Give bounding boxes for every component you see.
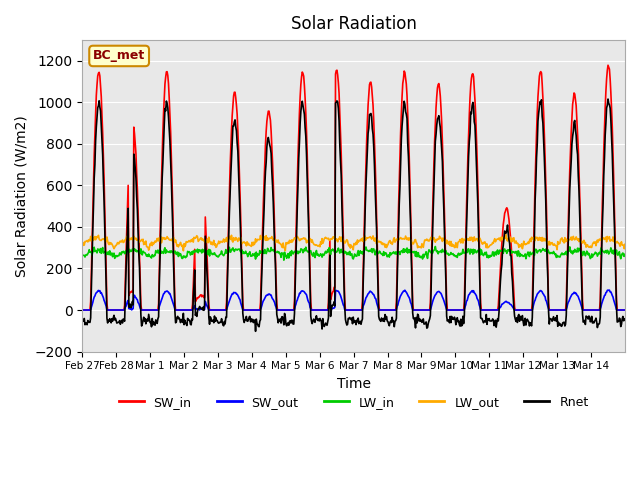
Rnet [269,199,277,205]
SW_out [242,307,250,313]
Line: SW_in: SW_in [82,65,625,310]
SW_in [242,307,250,313]
LW_out [441,237,449,242]
LW_in [142,252,150,257]
Rnet [78,319,86,324]
SW_out [440,298,447,303]
SW_out [604,287,612,293]
LW_out [142,238,150,244]
LW_in [442,249,449,254]
LW_in [621,251,629,257]
SW_in [289,307,297,313]
LW_out [243,243,250,249]
LW_out [621,241,629,247]
SW_in [78,307,86,313]
Rnet [290,321,298,327]
LW_in [242,248,250,254]
LW_in [431,244,439,250]
LW_in [78,252,86,258]
Line: SW_out: SW_out [82,290,625,310]
Rnet [621,317,629,323]
SW_out [410,307,417,313]
LW_in [269,248,276,253]
Legend: SW_in, SW_out, LW_in, LW_out, Rnet: SW_in, SW_out, LW_in, LW_out, Rnet [113,391,593,414]
LW_in [290,250,298,255]
Rnet [441,233,449,239]
Rnet [142,321,150,327]
Rnet [604,96,612,102]
SW_out [289,307,297,313]
Text: BC_met: BC_met [93,49,145,62]
SW_in [410,307,417,313]
SW_out [142,307,150,313]
LW_out [502,232,510,238]
SW_in [269,159,276,165]
LW_out [78,241,86,247]
SW_in [440,184,447,190]
SW_in [142,307,150,313]
SW_out [621,307,629,313]
Line: Rnet: Rnet [82,99,625,331]
Title: Solar Radiation: Solar Radiation [291,15,417,33]
X-axis label: Time: Time [337,377,371,391]
LW_out [410,239,418,245]
Rnet [252,328,259,334]
Y-axis label: Solar Radiation (W/m2): Solar Radiation (W/m2) [15,115,29,276]
SW_in [604,62,612,68]
LW_out [290,237,298,243]
Line: LW_out: LW_out [82,235,625,251]
LW_in [280,257,288,263]
LW_out [180,248,188,253]
LW_in [410,249,418,254]
SW_out [269,296,276,301]
LW_out [269,237,277,243]
Rnet [242,317,250,323]
SW_out [78,307,86,313]
Rnet [410,315,418,321]
SW_in [621,307,629,313]
Line: LW_in: LW_in [82,247,625,260]
